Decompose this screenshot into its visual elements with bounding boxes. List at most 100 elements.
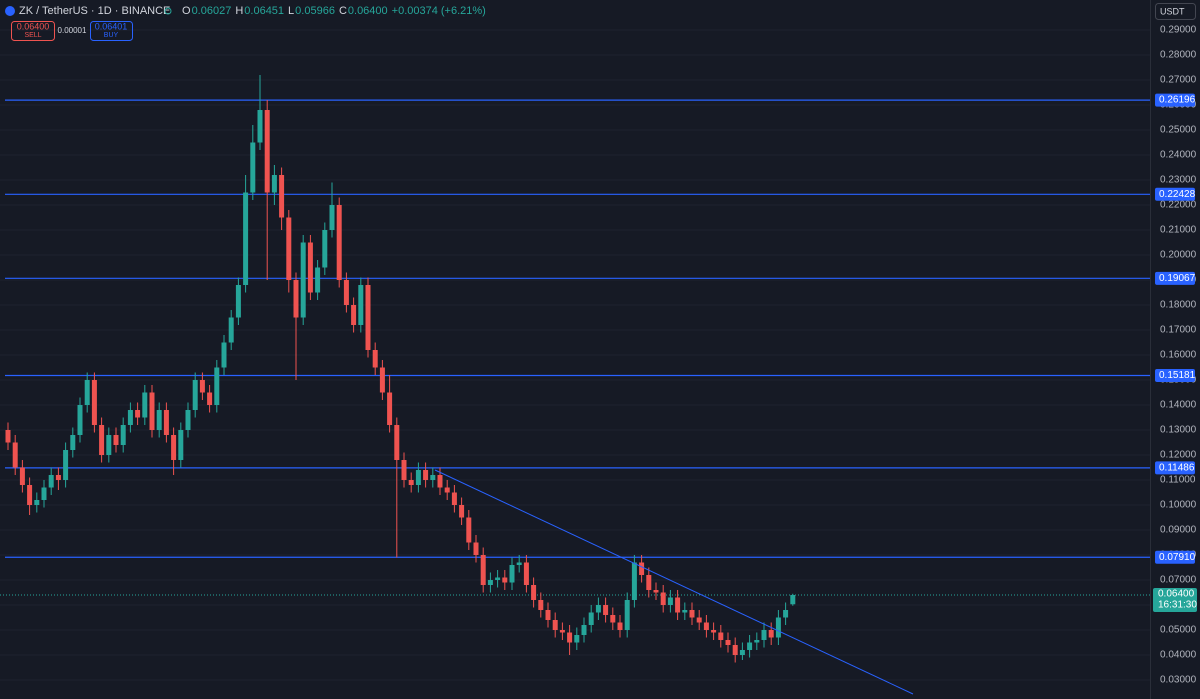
y-tick-label: 0.25000	[1160, 125, 1197, 136]
level-label: 0.07910	[1159, 552, 1196, 563]
candle-body	[365, 285, 371, 350]
candle-body	[531, 585, 537, 600]
candle-body	[221, 342, 227, 368]
status-icon	[164, 7, 172, 15]
price-axis: 0.030000.040000.050000.060000.070000.080…	[1153, 25, 1197, 686]
candle-body	[696, 617, 702, 623]
symbol: ZK / TetherUS · 1D · BINANCE	[19, 5, 170, 17]
countdown: 16:31:30	[1158, 600, 1197, 611]
header: ZK / TetherUS · 1D · BINANCE O 0.06027 H 0.…	[5, 5, 486, 41]
candle-body	[610, 615, 616, 623]
candle-body	[372, 350, 378, 368]
level-label-bg	[1155, 550, 1195, 564]
candle-body	[264, 110, 270, 193]
candle-body	[430, 475, 436, 480]
candle-body	[394, 425, 400, 460]
candle-body	[171, 435, 177, 460]
candle-body	[279, 175, 285, 218]
level-label: 0.15181	[1159, 370, 1196, 381]
level-label: 0.22428	[1159, 189, 1196, 200]
candle-body	[91, 380, 97, 425]
candle-body	[315, 267, 321, 293]
candle-body	[523, 562, 529, 585]
candle-body	[84, 380, 90, 405]
sell-price: 0.06400	[17, 21, 50, 31]
candle-body	[667, 597, 673, 605]
candle-body	[235, 285, 241, 318]
candle-body	[163, 410, 169, 435]
candle-body	[185, 410, 191, 430]
y-tick-label: 0.16000	[1160, 350, 1197, 361]
grid	[0, 29, 1150, 681]
candle-body	[682, 610, 688, 613]
candle-body	[19, 467, 25, 485]
symbol-icon	[5, 6, 15, 16]
y-tick-label: 0.21000	[1160, 225, 1197, 236]
candle-body	[408, 480, 414, 485]
y-tick-label: 0.10000	[1160, 500, 1197, 511]
candle-body	[70, 435, 76, 450]
level-label-bg	[1155, 93, 1195, 107]
y-tick-label: 0.18000	[1160, 300, 1197, 311]
candle-body	[113, 435, 119, 445]
candle-body	[142, 392, 148, 418]
candle-body	[459, 505, 465, 518]
candle-body	[293, 280, 299, 318]
buy-button[interactable]	[90, 21, 133, 41]
y-tick-label: 0.12000	[1160, 450, 1197, 461]
level-label: 0.19067	[1159, 273, 1196, 284]
candle-body	[747, 642, 753, 650]
candle-body	[48, 475, 54, 488]
candle-body	[228, 317, 234, 343]
candle-body	[487, 580, 493, 585]
sell-button[interactable]	[11, 21, 55, 41]
candle-body	[286, 217, 292, 280]
y-tick-label: 0.23000	[1160, 175, 1197, 186]
candle-body	[149, 392, 155, 430]
last-price-bg	[1153, 588, 1197, 612]
candle-body	[466, 517, 472, 543]
candle-body	[768, 630, 774, 638]
candle-body	[444, 487, 450, 493]
y-tick-label: 0.07000	[1160, 575, 1197, 586]
candle-body	[783, 610, 789, 618]
candle-body	[329, 205, 335, 230]
level-label-bg	[1155, 461, 1195, 475]
candle-body	[5, 430, 11, 443]
candle-body	[502, 577, 508, 583]
candle-body	[387, 392, 393, 425]
y-tick-label: 0.04000	[1160, 650, 1197, 661]
candle-body	[617, 622, 623, 630]
candle-body	[559, 630, 565, 633]
candle-body	[581, 625, 587, 635]
candle-body	[538, 600, 544, 610]
candle-body	[156, 410, 162, 430]
candle-body	[135, 410, 141, 418]
candle-body	[653, 590, 659, 593]
level-label-bg	[1155, 368, 1195, 382]
candle-body	[574, 635, 580, 643]
candle-body	[199, 380, 205, 393]
legend-key: O	[182, 5, 191, 17]
candle-body	[120, 425, 126, 445]
candle-body	[63, 450, 69, 480]
candle-body	[480, 555, 486, 585]
legend-value: 0.06400	[348, 5, 388, 17]
candle-body	[660, 592, 666, 605]
candle-body	[99, 425, 105, 455]
candle-body	[646, 575, 652, 590]
candle-body	[207, 392, 213, 405]
currency-button[interactable]	[1155, 3, 1196, 20]
candle-body	[495, 577, 501, 580]
candle-body	[358, 285, 364, 325]
sell-label: SELL	[24, 32, 41, 39]
candle-body	[34, 500, 40, 505]
ohlc-legend: O 0.06027 H 0.06451 L 0.05966 C 0.06400 +0.00374…	[182, 5, 486, 17]
candle-body	[675, 597, 681, 613]
level-label-bg	[1155, 271, 1195, 285]
legend-value: 0.06027	[192, 5, 232, 17]
candle-body	[451, 492, 457, 505]
candle-body	[739, 650, 745, 655]
